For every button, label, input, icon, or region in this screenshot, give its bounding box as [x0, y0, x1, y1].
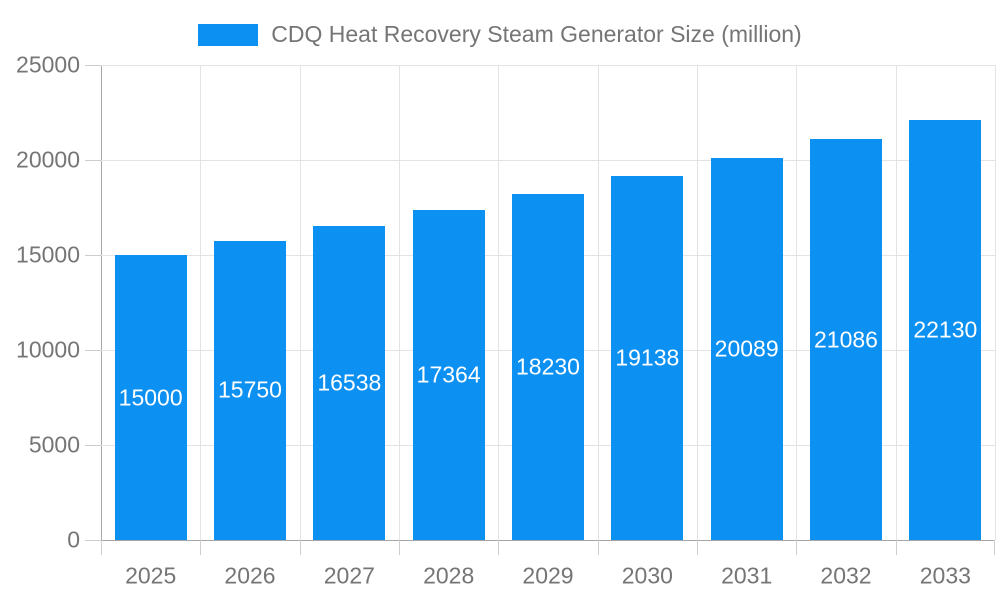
x-axis-tick — [299, 540, 301, 555]
x-axis-label-2025: 2025 — [125, 562, 177, 589]
y-axis-label: 0 — [67, 526, 80, 553]
gridline-vertical — [597, 65, 599, 540]
legend: CDQ Heat Recovery Steam Generator Size (… — [0, 21, 1000, 48]
gridline-vertical — [200, 65, 202, 540]
bar-2026[interactable]: 15750 — [214, 240, 286, 540]
plot-area: 0 5000 10000 15000 20000 25000 15000 2025 15750 2… — [16, 53, 996, 587]
bar-value-label: 15000 — [118, 384, 183, 410]
gridline-vertical — [995, 65, 996, 540]
y-axis-label: 15000 — [16, 241, 80, 268]
x-axis-line — [85, 540, 995, 541]
x-axis-tick — [101, 540, 102, 555]
y-axis-label: 20000 — [16, 146, 80, 173]
x-axis-label-2026: 2026 — [224, 562, 276, 589]
bar-value-label: 20089 — [714, 335, 779, 362]
gridline-horizontal — [101, 65, 995, 66]
gridline-vertical — [895, 65, 897, 540]
x-axis-tick — [895, 540, 897, 555]
bar-2028[interactable]: 17364 — [412, 210, 485, 540]
bar-2032[interactable]: 21086 — [810, 139, 882, 540]
bar-2030[interactable]: 19138 — [611, 176, 684, 540]
gridline-vertical — [299, 65, 301, 540]
y-axis-tick — [85, 160, 101, 161]
x-axis-tick — [994, 540, 995, 555]
x-axis-tick — [796, 540, 798, 555]
y-axis-tick — [85, 350, 101, 351]
gridline-horizontal — [101, 160, 995, 161]
bar-value-label: 16538 — [317, 369, 382, 396]
x-axis-label-2028: 2028 — [423, 562, 475, 589]
gridline-vertical — [498, 65, 500, 540]
x-axis-tick — [697, 540, 698, 555]
y-axis-line — [101, 65, 102, 540]
y-axis-label: 5000 — [28, 431, 80, 458]
bar-2031[interactable]: 20089 — [710, 158, 783, 540]
y-axis-label: 25000 — [16, 51, 80, 78]
y-axis-tick — [85, 445, 101, 446]
bar-2029[interactable]: 18230 — [512, 193, 584, 540]
x-axis-label-2031: 2031 — [721, 562, 773, 589]
x-axis-label-2033: 2033 — [919, 562, 971, 589]
x-axis-label-2030: 2030 — [621, 562, 673, 589]
y-axis-label: 10000 — [16, 336, 80, 363]
x-axis-tick — [399, 540, 400, 555]
x-axis-tick — [597, 540, 599, 555]
gridline-vertical — [697, 65, 698, 540]
gridline-vertical — [399, 65, 400, 540]
y-axis-tick — [85, 65, 101, 66]
x-axis-label-2029: 2029 — [522, 562, 574, 589]
legend-label[interactable]: CDQ Heat Recovery Steam Generator Size (… — [271, 21, 802, 47]
bar-value-label: 22130 — [913, 316, 978, 343]
x-axis-tick — [498, 540, 500, 555]
x-axis-tick — [200, 540, 202, 555]
legend-swatch-icon[interactable] — [198, 23, 259, 46]
bar-value-label: 21086 — [814, 326, 878, 353]
bar-2033[interactable]: 22130 — [909, 119, 982, 540]
bar-value-label: 17364 — [416, 361, 481, 388]
x-axis-label-2027: 2027 — [323, 562, 375, 589]
bar-value-label: 19138 — [615, 344, 680, 371]
bar-value-label: 15750 — [218, 376, 282, 403]
bar-2025[interactable]: 15000 — [114, 255, 187, 540]
x-axis-label-2032: 2032 — [820, 562, 872, 589]
y-axis-tick — [85, 255, 101, 256]
bar-2027[interactable]: 16538 — [313, 225, 386, 540]
gridline-vertical — [796, 65, 798, 540]
bar-value-label: 18230 — [516, 353, 580, 380]
y-axis-tick — [85, 540, 101, 541]
